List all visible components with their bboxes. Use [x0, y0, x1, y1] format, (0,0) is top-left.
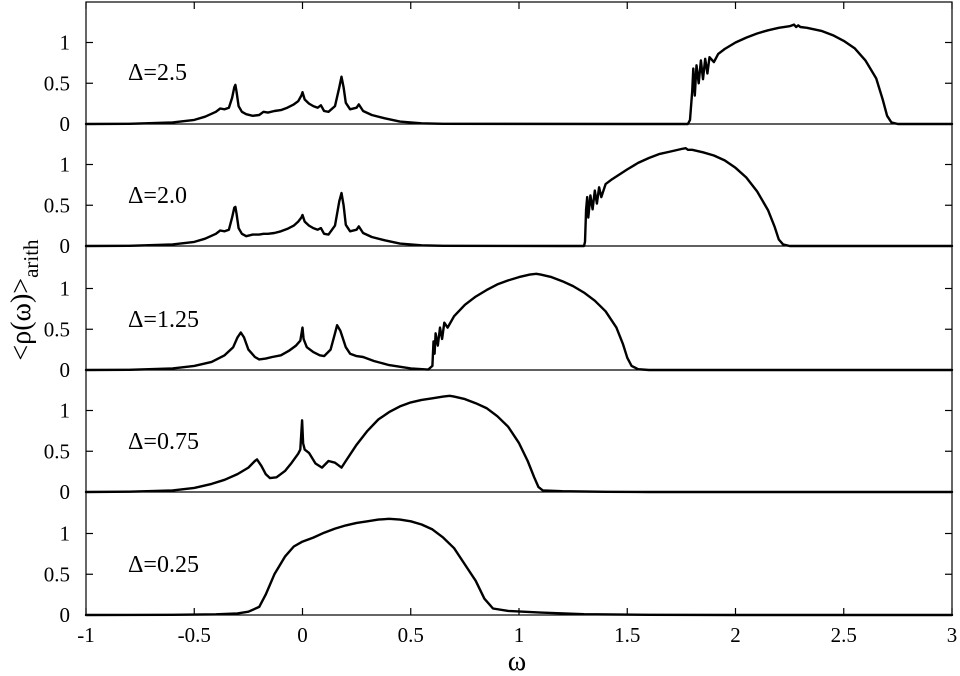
y-tick-label: 0	[60, 358, 71, 382]
series-line-panel-1	[84, 23, 954, 126]
y-tick-label: 0	[60, 603, 71, 627]
y-tick-label: 0	[60, 234, 71, 258]
y-tick-label: 0	[60, 480, 71, 504]
x-tick-label: -0.5	[178, 623, 211, 647]
y-tick-label: 0	[60, 112, 71, 136]
series-line-panel-5	[84, 517, 954, 617]
x-axis-title: ω	[508, 646, 526, 676]
plot-frame	[85, 1, 953, 616]
panel-label: Δ=0.75	[128, 429, 199, 455]
y-tick-label: 1	[60, 522, 71, 546]
panels-group: -1 -0.5 0 0.5 1 1.5 2 2.5 3 0 0.5 1 Δ=2.5 0 0.5 1 Δ=2.0 0…	[44, 1, 958, 647]
y-tick-label: 1	[60, 153, 71, 177]
panel-label: Δ=2.5	[128, 60, 187, 86]
x-tick-label: 1	[514, 623, 525, 647]
x-tick-label: 2.5	[831, 623, 857, 647]
y-tick-label: 0.5	[44, 439, 70, 463]
panel-label: Δ=0.25	[128, 552, 199, 578]
x-tick-label: -1	[77, 623, 95, 647]
x-tick-label: 2	[730, 623, 741, 647]
series-line-panel-2	[84, 147, 954, 248]
x-tick-label: 3	[947, 623, 958, 647]
panel-label: Δ=2.0	[128, 183, 187, 209]
y-tick-label: 1	[60, 277, 71, 301]
y-tick-label: 1	[60, 31, 71, 55]
x-tick-label: 0	[297, 623, 308, 647]
y-axis-title: <ρ(ω)>arith	[6, 239, 43, 361]
y-tick-label: 1	[60, 399, 71, 423]
panel-label: Δ=1.25	[128, 307, 199, 333]
series-line-panel-4	[84, 394, 954, 494]
y-tick-label: 0.5	[44, 562, 70, 586]
y-tick-label: 0.5	[44, 193, 70, 217]
x-tick-label: 0.5	[398, 623, 424, 647]
y-tick-label: 0.5	[44, 71, 70, 95]
x-tick-label: 1.5	[614, 623, 640, 647]
series-line-panel-3	[84, 272, 954, 372]
y-tick-label: 0.5	[44, 317, 70, 341]
